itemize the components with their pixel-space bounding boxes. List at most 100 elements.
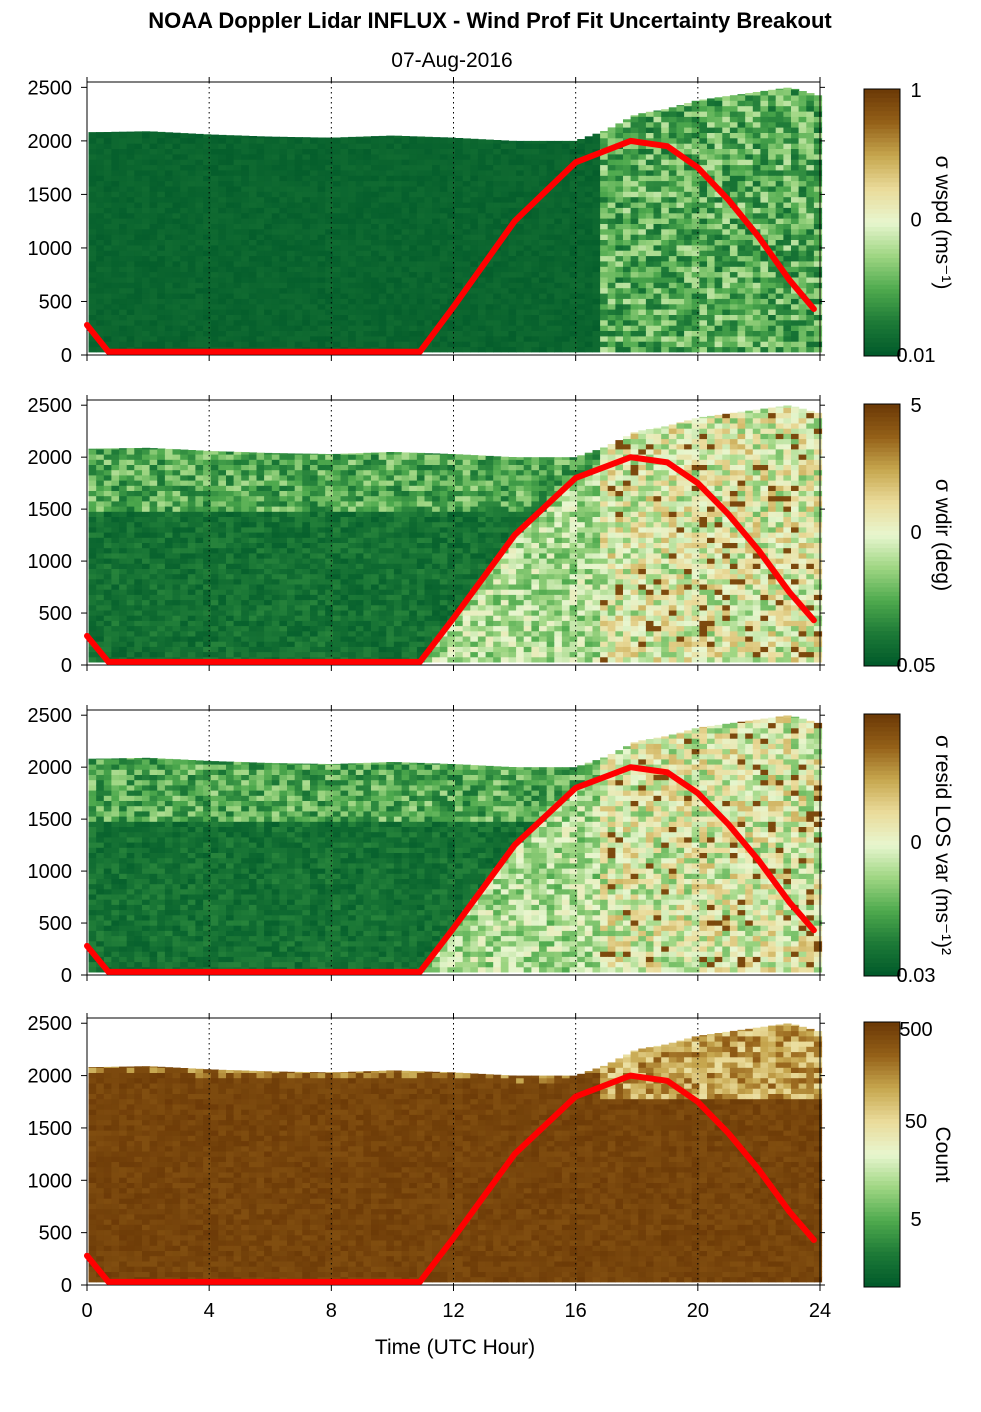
heatmap-cell bbox=[103, 620, 112, 627]
heatmap-cell bbox=[203, 480, 212, 486]
heatmap-cell bbox=[569, 218, 578, 224]
heatmap-cell bbox=[439, 330, 448, 337]
heatmap-cell bbox=[661, 110, 670, 117]
heatmap-cell bbox=[195, 454, 204, 460]
heatmap-cell bbox=[508, 159, 517, 166]
heatmap-cell bbox=[432, 137, 441, 144]
heatmap-cell bbox=[783, 234, 792, 240]
heatmap-cell bbox=[791, 180, 800, 187]
heatmap-cell bbox=[187, 271, 196, 278]
heatmap-cell bbox=[248, 276, 258, 283]
heatmap-cell bbox=[103, 319, 112, 326]
heatmap-cell bbox=[806, 218, 815, 224]
heatmap-cell bbox=[287, 239, 296, 246]
heatmap-cell bbox=[226, 135, 235, 139]
heatmap-cell bbox=[653, 121, 662, 128]
heatmap-cell bbox=[355, 185, 364, 192]
heatmap-cell bbox=[294, 159, 303, 166]
heatmap-cell bbox=[241, 153, 250, 160]
heatmap-cell bbox=[195, 282, 204, 289]
heatmap-cell bbox=[164, 234, 174, 240]
heatmap-cell bbox=[142, 609, 151, 616]
heatmap-cell bbox=[187, 282, 196, 289]
heatmap-cell bbox=[233, 282, 242, 289]
heatmap-cell bbox=[126, 292, 135, 299]
heatmap-cell bbox=[195, 506, 204, 512]
heatmap-cell bbox=[722, 266, 731, 273]
heatmap-cell bbox=[584, 346, 593, 353]
heatmap-cell bbox=[676, 314, 685, 321]
heatmap-cell bbox=[363, 276, 372, 283]
heatmap-cell bbox=[310, 207, 319, 214]
heatmap-cell bbox=[806, 309, 815, 315]
heatmap-cell bbox=[661, 239, 670, 246]
heatmap-cell bbox=[798, 282, 807, 289]
heatmap-cell bbox=[226, 495, 235, 502]
heatmap-cell bbox=[187, 594, 196, 601]
heatmap-cell bbox=[187, 599, 196, 606]
heatmap-cell bbox=[584, 218, 593, 224]
heatmap-cell bbox=[401, 330, 410, 337]
heatmap-cell bbox=[653, 282, 662, 289]
heatmap-cell bbox=[279, 330, 288, 337]
heatmap-cell bbox=[119, 137, 128, 144]
heatmap-cell bbox=[768, 346, 777, 353]
heatmap-cell bbox=[745, 228, 754, 235]
heatmap-cell bbox=[523, 159, 532, 166]
heatmap-cell bbox=[241, 335, 250, 342]
heatmap-cell bbox=[134, 159, 143, 166]
heatmap-cell bbox=[653, 223, 662, 230]
heatmap-cell bbox=[317, 207, 326, 214]
heatmap-cell bbox=[180, 480, 189, 486]
heatmap-cell bbox=[226, 196, 235, 203]
heatmap-cell bbox=[645, 250, 655, 257]
heatmap-cell bbox=[103, 609, 112, 616]
heatmap-cell bbox=[615, 309, 624, 315]
heatmap-cell bbox=[508, 276, 517, 283]
heatmap-cell bbox=[172, 180, 181, 187]
heatmap-cell bbox=[760, 341, 769, 348]
heatmap-cell bbox=[752, 201, 761, 208]
heatmap-cell bbox=[111, 223, 120, 230]
heatmap-cell bbox=[615, 266, 624, 273]
heatmap-cell bbox=[531, 191, 540, 198]
heatmap-cell bbox=[714, 105, 723, 112]
heatmap-cell bbox=[317, 164, 326, 171]
heatmap-cell bbox=[623, 234, 632, 240]
heatmap-cell bbox=[203, 175, 212, 182]
heatmap-cell bbox=[310, 282, 319, 289]
heatmap-cell bbox=[157, 212, 166, 219]
heatmap-cell bbox=[493, 309, 502, 315]
heatmap-cell bbox=[645, 207, 655, 214]
heatmap-cell bbox=[554, 266, 563, 273]
heatmap-cell bbox=[233, 325, 242, 331]
heatmap-cell bbox=[485, 335, 494, 342]
heatmap-cell bbox=[195, 325, 204, 331]
heatmap-cell bbox=[600, 191, 609, 198]
heatmap-cell bbox=[508, 244, 517, 251]
heatmap-cell bbox=[142, 469, 151, 476]
heatmap-cell bbox=[172, 234, 181, 240]
heatmap-cell bbox=[172, 578, 181, 585]
heatmap-cell bbox=[455, 341, 464, 348]
heatmap-cell bbox=[378, 260, 387, 267]
heatmap-cell bbox=[409, 175, 418, 182]
heatmap-cell bbox=[264, 148, 273, 155]
heatmap-cell bbox=[539, 207, 548, 214]
heatmap-cell bbox=[111, 153, 120, 160]
heatmap-cell bbox=[149, 298, 158, 305]
heatmap-cell bbox=[119, 495, 128, 502]
heatmap-cell bbox=[203, 485, 212, 491]
heatmap-cell bbox=[363, 319, 372, 326]
heatmap-cell bbox=[88, 630, 97, 637]
heatmap-cell bbox=[584, 325, 593, 331]
heatmap-cell bbox=[561, 341, 571, 348]
heatmap-cell bbox=[233, 228, 242, 235]
heatmap-cell bbox=[531, 250, 540, 257]
heatmap-cell bbox=[142, 271, 151, 278]
heatmap-cell bbox=[180, 180, 189, 187]
heatmap-cell bbox=[210, 266, 219, 273]
heatmap-cell bbox=[378, 159, 387, 166]
heatmap-cell bbox=[783, 228, 792, 235]
heatmap-cell bbox=[539, 140, 548, 144]
